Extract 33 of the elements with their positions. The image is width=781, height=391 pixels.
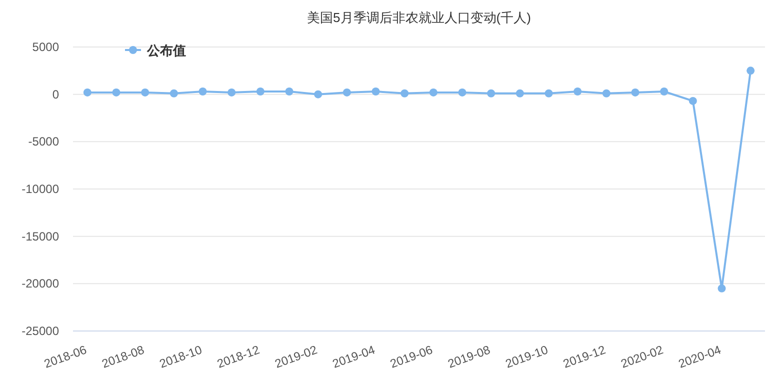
point	[141, 88, 150, 96]
y-tick-label: -25000	[22, 324, 60, 338]
point	[718, 284, 726, 292]
point	[602, 89, 610, 98]
point	[285, 87, 294, 96]
point	[516, 89, 524, 98]
point	[429, 88, 438, 96]
point	[228, 88, 236, 96]
point	[544, 89, 553, 98]
y-tick-label: -20000	[22, 276, 60, 291]
point	[746, 66, 755, 75]
point	[660, 87, 668, 96]
y-tick-label: -5000	[28, 134, 60, 149]
point	[487, 89, 496, 98]
y-tick-label: 0	[52, 87, 60, 102]
point	[631, 88, 640, 96]
point	[688, 96, 697, 105]
point	[256, 87, 264, 96]
legend-label: 公布值	[146, 43, 186, 58]
point	[198, 87, 207, 96]
point	[170, 89, 178, 98]
point	[83, 88, 92, 96]
chart-title: 美国5月季调后非农就业人口变动(千人)	[307, 10, 531, 25]
y-tick-label: -10000	[22, 182, 60, 196]
y-tick-label: -15000	[22, 229, 60, 244]
point	[314, 90, 322, 98]
y-tick-label: 5000	[32, 40, 60, 54]
point	[342, 88, 351, 96]
point	[372, 87, 380, 96]
point	[400, 89, 409, 98]
point	[112, 88, 120, 96]
point	[458, 88, 466, 96]
point	[574, 87, 582, 96]
